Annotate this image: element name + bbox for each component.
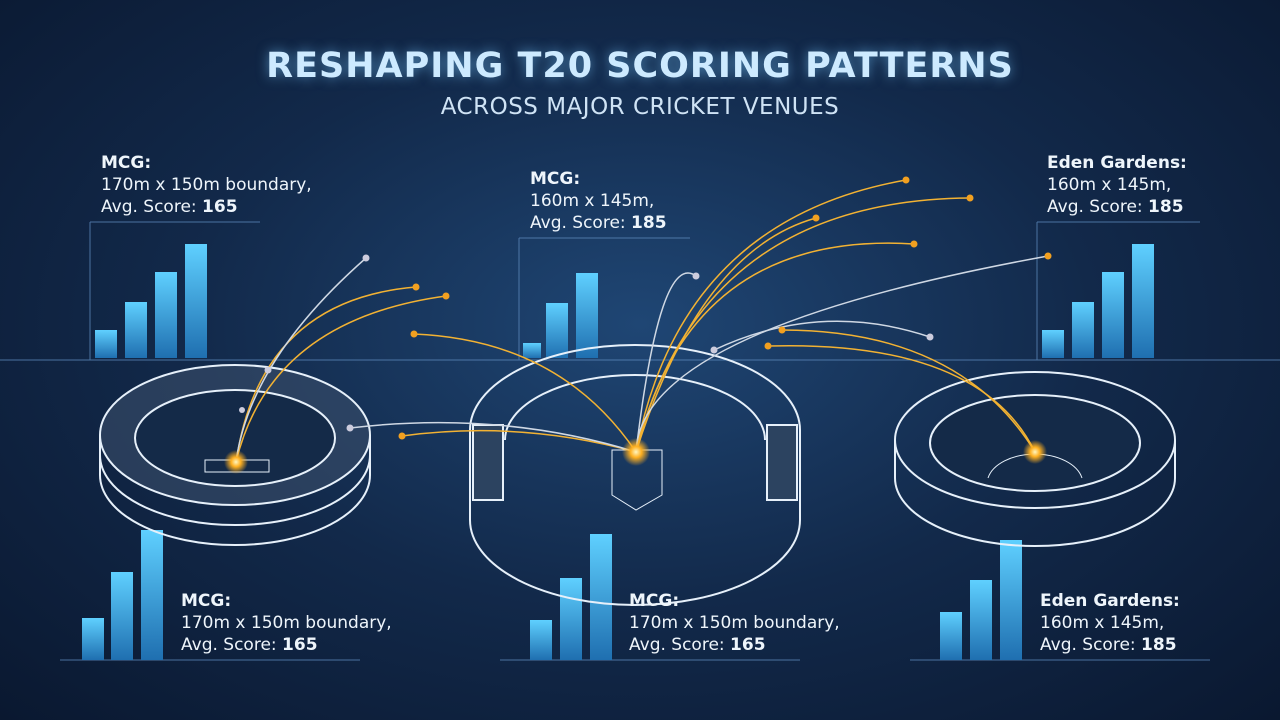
score-label: Avg. Score: bbox=[1040, 635, 1136, 655]
venue-name: MCG: bbox=[101, 153, 152, 173]
stadiums bbox=[99, 344, 1176, 606]
venue-name: MCG: bbox=[530, 169, 581, 189]
score-label: Avg. Score: bbox=[181, 635, 277, 655]
venue-panel: MCG: 170m x 150m boundary, Avg. Score: 165 bbox=[101, 152, 312, 218]
venue-name: Eden Gardens: bbox=[1047, 153, 1187, 173]
venue-dimensions: 160m x 145m, bbox=[1040, 613, 1165, 633]
trajectories bbox=[235, 179, 1049, 463]
avg-score: 165 bbox=[730, 635, 766, 655]
venue-dimensions: 170m x 150m boundary, bbox=[181, 613, 392, 633]
avg-score: 165 bbox=[202, 197, 238, 217]
ball-dots bbox=[224, 176, 1052, 474]
venue-panel: Eden Gardens: 160m x 145m, Avg. Score: 185 bbox=[1040, 590, 1180, 656]
avg-score: 185 bbox=[1148, 197, 1184, 217]
venue-dimensions: 160m x 145m, bbox=[530, 191, 655, 211]
venue-name: Eden Gardens: bbox=[1040, 591, 1180, 611]
title: RESHAPING T20 SCORING PATTERNS bbox=[266, 46, 1014, 86]
venue-name: MCG: bbox=[629, 591, 680, 611]
score-label: Avg. Score: bbox=[530, 213, 626, 233]
subtitle: ACROSS MAJOR CRICKET VENUES bbox=[440, 94, 840, 120]
venue-dimensions: 160m x 145m, bbox=[1047, 175, 1172, 195]
avg-score: 185 bbox=[1141, 635, 1177, 655]
avg-score: 165 bbox=[282, 635, 318, 655]
venue-panel: Eden Gardens: 160m x 145m, Avg. Score: 185 bbox=[1047, 152, 1187, 218]
venue-dimensions: 170m x 150m boundary, bbox=[629, 613, 840, 633]
venue-panel: MCG: 170m x 150m boundary, Avg. Score: 165 bbox=[181, 590, 392, 656]
decorative-bars bbox=[82, 244, 1154, 660]
venue-dimensions: 170m x 150m boundary, bbox=[101, 175, 312, 195]
score-label: Avg. Score: bbox=[629, 635, 725, 655]
score-label: Avg. Score: bbox=[101, 197, 197, 217]
guide-lines bbox=[0, 221, 1280, 661]
score-label: Avg. Score: bbox=[1047, 197, 1143, 217]
venue-panel: MCG: 170m x 150m boundary, Avg. Score: 165 bbox=[629, 590, 840, 656]
venue-panel: MCG: 160m x 145m, Avg. Score: 185 bbox=[530, 168, 667, 234]
venue-name: MCG: bbox=[181, 591, 232, 611]
avg-score: 185 bbox=[631, 213, 667, 233]
